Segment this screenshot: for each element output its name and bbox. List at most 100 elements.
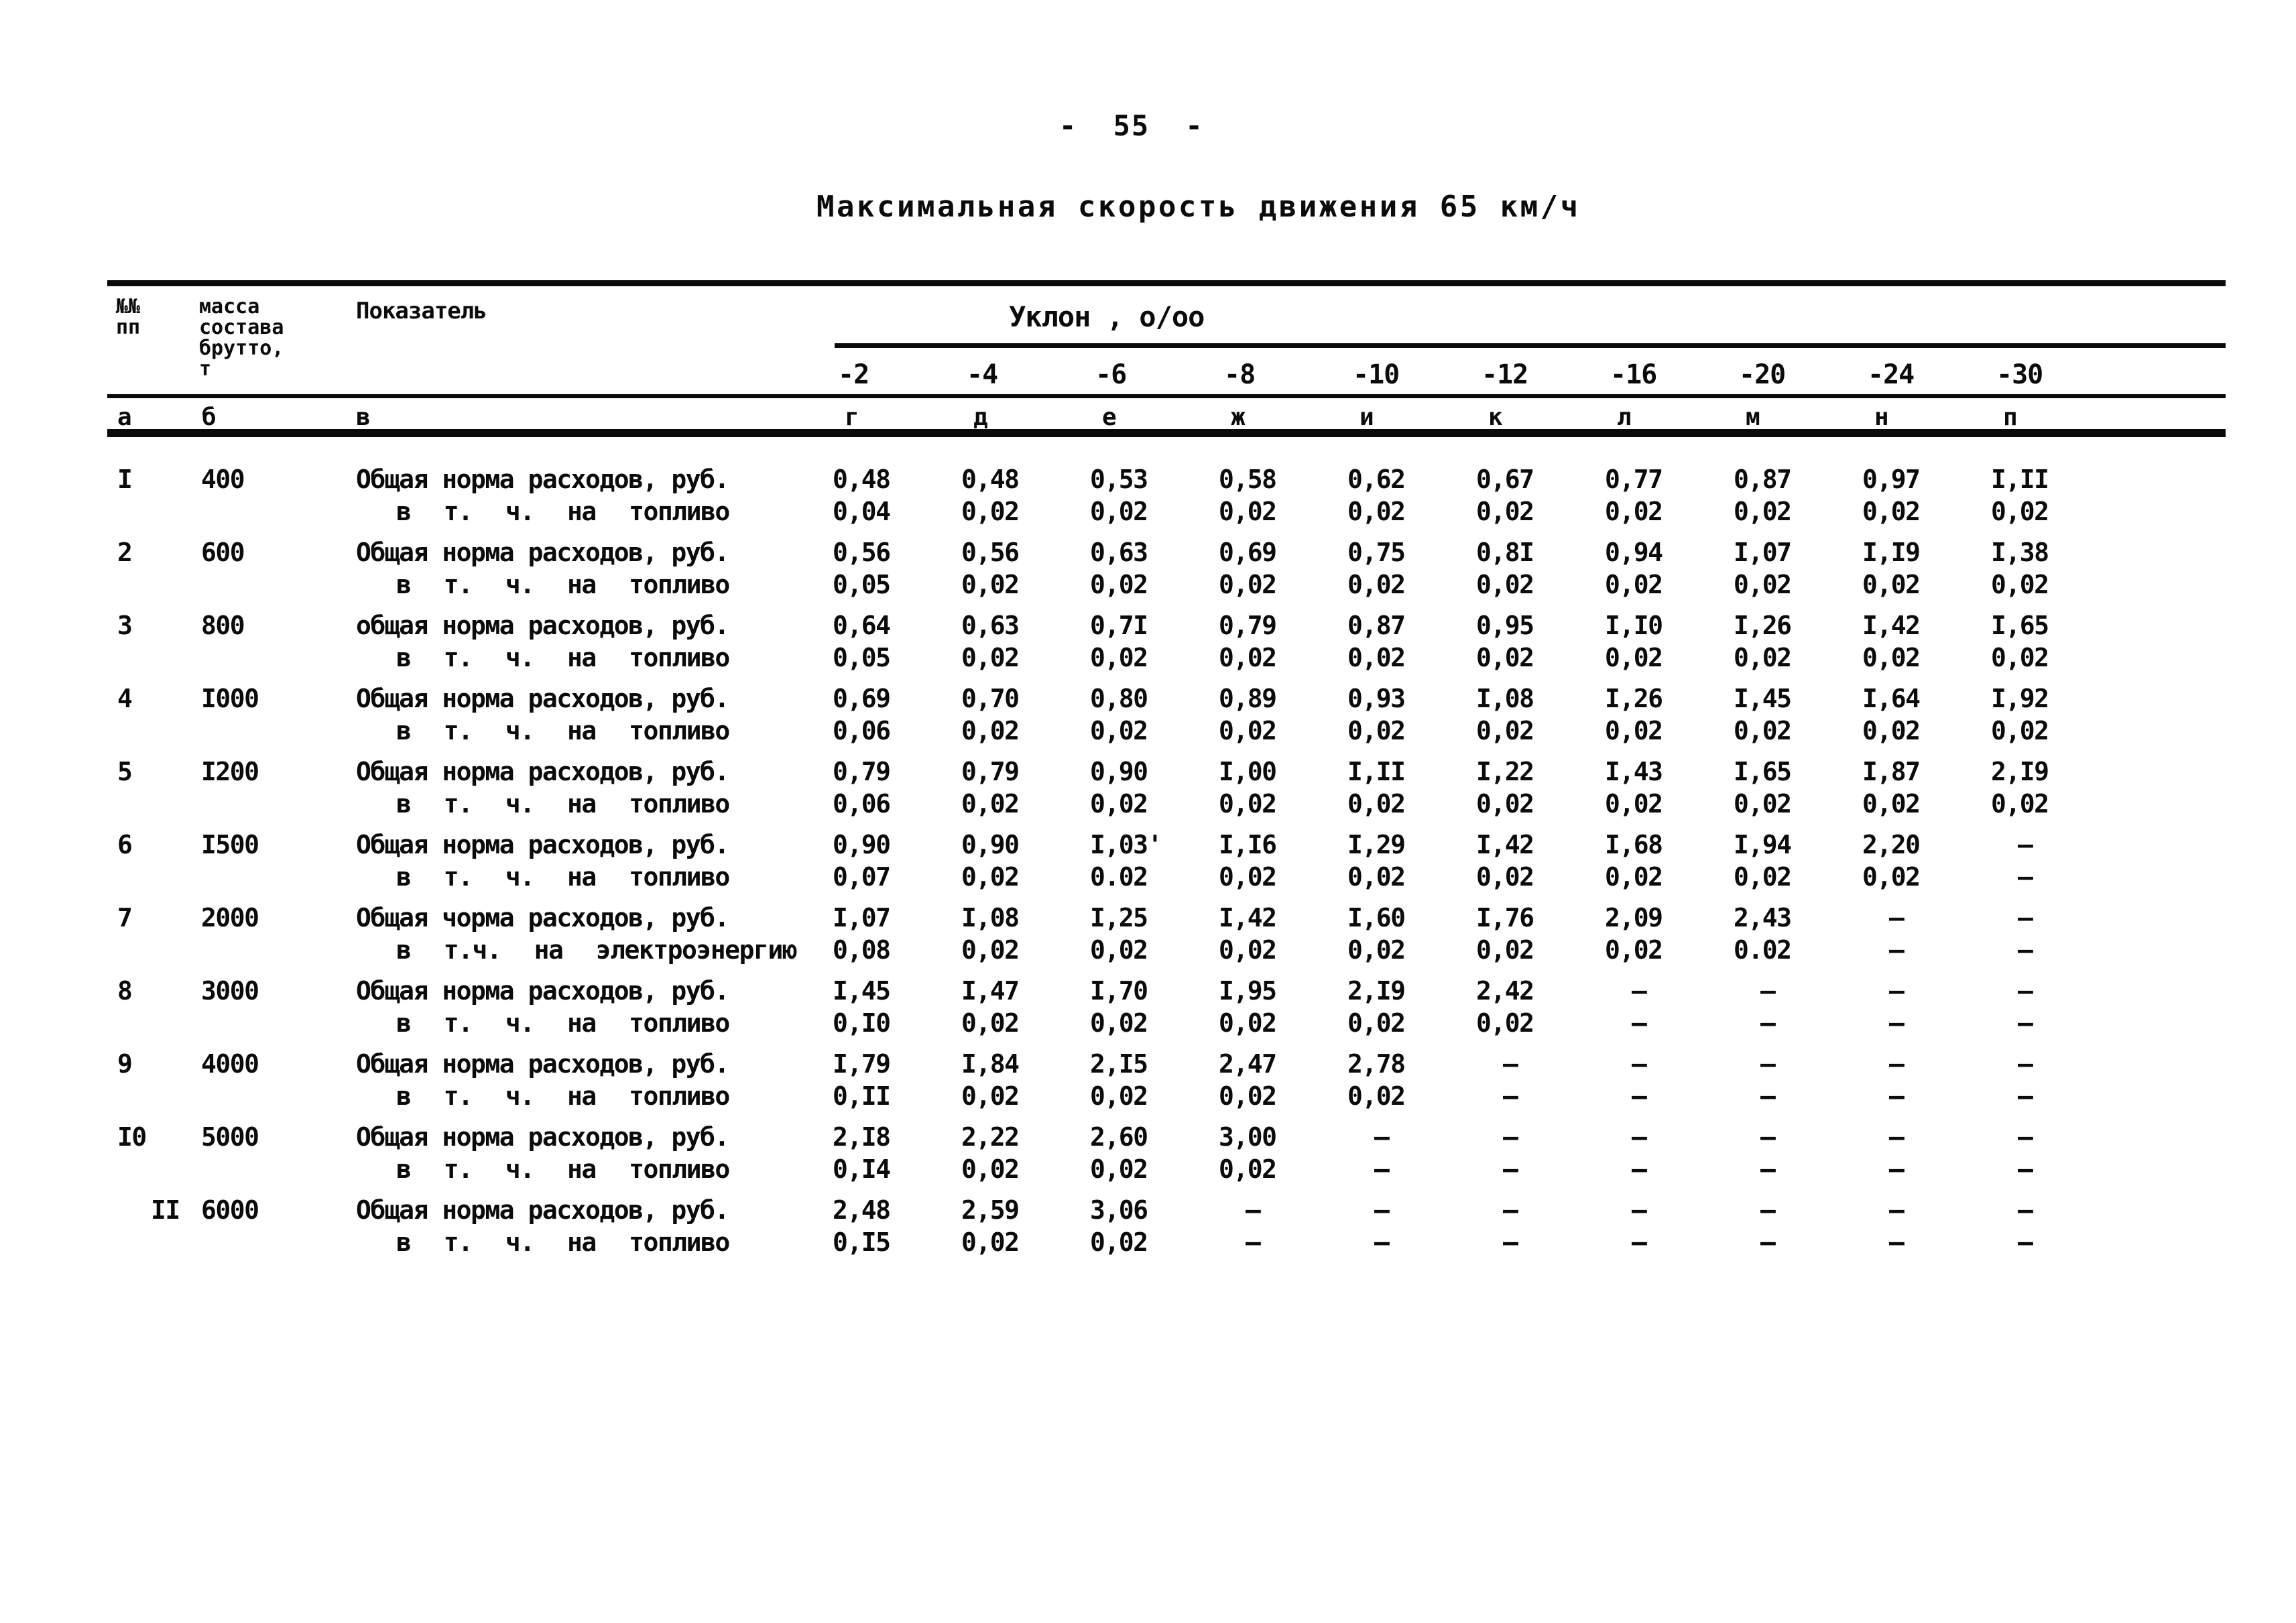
mass-cell: 2000 xyxy=(201,903,259,933)
value-cell: – xyxy=(1503,1122,1518,1152)
value-cell: – xyxy=(1889,935,1905,965)
sub-indicator-cell: в т. ч. на топливо xyxy=(396,716,730,745)
value-cell: 3,06 xyxy=(1090,1195,1148,1225)
value-cell: 0,02 xyxy=(1476,570,1534,599)
mass-cell: 600 xyxy=(201,538,245,567)
value-cell: 0,02 xyxy=(961,862,1020,892)
value-cell: – xyxy=(1760,1195,1776,1225)
value-cell: 0,02 xyxy=(1090,789,1148,819)
table-row-main: 9 4000 Общая норма расходов, руб. I,79 I,… xyxy=(107,1049,2296,1081)
value-cell: 0,02 xyxy=(1219,1081,1277,1111)
slope-header-cell: -2 xyxy=(838,359,869,390)
slope-group-underline xyxy=(835,343,2226,348)
value-cell: 0,79 xyxy=(1219,611,1277,640)
value-cell: I,64 xyxy=(1862,684,1921,713)
table-row-group: 4 I000 Общая норма расходов, руб. 0,69 0,… xyxy=(107,684,2296,748)
value-cell: 0,02 xyxy=(1734,497,1792,526)
value-cell: 0,02 xyxy=(1476,1008,1534,1038)
column-letter-cell: а xyxy=(117,404,132,431)
value-cell: 0,02 xyxy=(1862,789,1921,819)
indicator-cell: Общая норма расходов, руб. xyxy=(356,1122,729,1152)
table-row-sub: в т. ч. на топливо 0,I0 0,02 0,02 0,02 0,02 0… xyxy=(107,1008,2296,1040)
table-row-sub: в т. ч. на топливо 0,06 0,02 0,02 0,02 0,02 0… xyxy=(107,789,2296,821)
value-cell: I,87 xyxy=(1862,757,1921,786)
value-cell: – xyxy=(2018,976,2033,1006)
value-cell: 0,48 xyxy=(961,465,1020,494)
slope-value-headers: -2 -4 -6 -8 -10 -12 -16 -20 -24 -30 xyxy=(107,359,2226,390)
value-cell: – xyxy=(1503,1154,1518,1184)
row-number-cell: 4 xyxy=(117,684,133,713)
value-cell: 0,87 xyxy=(1734,465,1792,494)
value-cell: 0,02 xyxy=(1347,716,1406,745)
value-cell: 0,02 xyxy=(1476,862,1534,892)
table-row-main: I 400 Общая норма расходов, руб. 0,48 0,4… xyxy=(107,465,2296,497)
table-row-main: 7 2000 Общая чорма расходов, руб. I,07 I,… xyxy=(107,903,2296,935)
value-cell: 0,02 xyxy=(1219,935,1277,965)
value-cell: 2,59 xyxy=(961,1195,1020,1225)
value-cell: 0,95 xyxy=(1476,611,1534,640)
row-number-cell: 5 xyxy=(117,757,133,786)
value-cell: I,42 xyxy=(1219,903,1277,933)
value-cell: 0,08 xyxy=(833,935,891,965)
indicator-cell: Общая норма расходов, руб. xyxy=(356,1049,729,1079)
row-number-cell: 8 xyxy=(117,976,133,1006)
value-cell: 0,02 xyxy=(1734,789,1792,819)
header-bottom-rule xyxy=(107,429,2226,437)
mass-cell: 400 xyxy=(201,465,245,494)
value-cell: – xyxy=(1632,1008,1647,1038)
value-cell: 0,02 xyxy=(1347,497,1406,526)
value-cell: – xyxy=(1889,1122,1905,1152)
value-cell: 0,02 xyxy=(1476,643,1534,672)
value-cell: 0,02 xyxy=(1605,497,1663,526)
table-body: I 400 Общая норма расходов, руб. 0,48 0,4… xyxy=(107,465,2296,1268)
indicator-cell: Общая норма расходов, руб. xyxy=(356,684,729,713)
value-cell: – xyxy=(1374,1154,1390,1184)
column-letter-cell: к xyxy=(1488,404,1503,431)
value-cell: – xyxy=(1889,903,1905,933)
value-cell: – xyxy=(1760,1154,1776,1184)
value-cell: I,95 xyxy=(1219,976,1277,1006)
value-cell: 0,79 xyxy=(961,757,1020,786)
value-cell: I,92 xyxy=(1991,684,2049,713)
row-number-cell: 9 xyxy=(117,1049,133,1079)
value-cell: 2,22 xyxy=(961,1122,1020,1152)
table-row-main: I0 5000 Общая норма расходов, руб. 2,I8 2… xyxy=(107,1122,2296,1154)
value-cell: – xyxy=(1632,1195,1647,1225)
row-number-cell: 3 xyxy=(117,611,133,640)
value-cell: 0,62 xyxy=(1347,465,1406,494)
sub-indicator-cell: в т.ч. на электроэнергию xyxy=(396,935,798,965)
value-cell: – xyxy=(1246,1195,1261,1225)
indicator-cell: Общая норма расходов, руб. xyxy=(356,757,729,786)
sub-indicator-cell: в т. ч. на топливо xyxy=(396,862,730,892)
table-row-group: 3 800 общая норма расходов, руб. 0,64 0,6… xyxy=(107,611,2296,675)
value-cell: 0,87 xyxy=(1347,611,1406,640)
value-cell: 0,I5 xyxy=(833,1227,891,1257)
value-cell: 0,69 xyxy=(833,684,891,713)
sub-indicator-cell: в т. ч. на топливо xyxy=(396,789,730,819)
value-cell: 0,94 xyxy=(1605,538,1663,567)
value-cell: 0,02 xyxy=(1734,570,1792,599)
value-cell: 0,02 xyxy=(961,789,1020,819)
sub-indicator-cell: в т. ч. на топливо xyxy=(396,643,730,672)
mass-cell: 800 xyxy=(201,611,245,640)
table-row-sub: в т. ч. на топливо 0,06 0,02 0,02 0,02 0,02 0… xyxy=(107,716,2296,748)
value-cell: 0,63 xyxy=(961,611,1020,640)
slope-header-cell: -20 xyxy=(1739,359,1786,390)
slope-header-cell: -10 xyxy=(1353,359,1400,390)
value-cell: 0,56 xyxy=(833,538,891,567)
column-header-number: №№ пп xyxy=(116,295,141,339)
value-cell: 0,02 xyxy=(1219,1008,1277,1038)
value-cell: 0,02 xyxy=(1219,1154,1277,1184)
mass-cell: 6000 xyxy=(201,1195,259,1225)
column-letter-cell: н xyxy=(1874,404,1889,431)
value-cell: I,07 xyxy=(1734,538,1792,567)
column-letter-cell: ж xyxy=(1231,404,1246,431)
value-cell: 0,02 xyxy=(1219,497,1277,526)
page-title: Максимальная скорость движения 65 км/ч xyxy=(817,190,1581,224)
column-letter-cell: б xyxy=(202,404,217,431)
value-cell: 0,02 xyxy=(961,716,1020,745)
table-row-sub: в т. ч. на топливо 0,I4 0,02 0,02 0,02 – – – – –… xyxy=(107,1154,2296,1187)
column-header-mass: масса состава брутто, т xyxy=(199,295,284,381)
table-row-main: 8 3000 Общая норма расходов, руб. I,45 I,… xyxy=(107,976,2296,1008)
